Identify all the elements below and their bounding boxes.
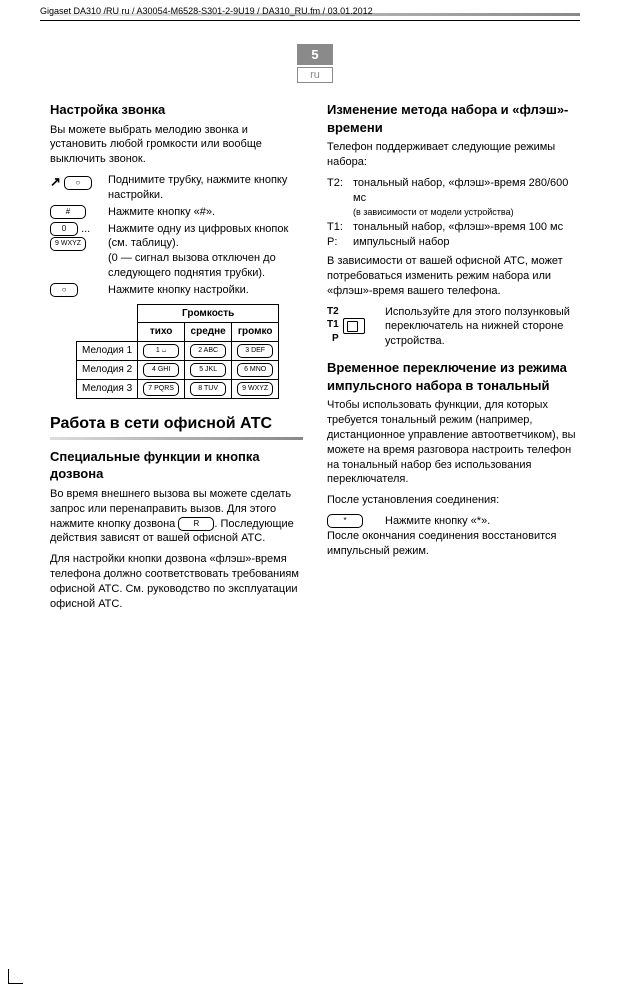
heading-special: Специальные функции и кнопка дозвона — [50, 448, 303, 483]
temp-p3: После окончания соединения восстановится… — [327, 529, 580, 559]
dial-intro: Телефон поддерживает следующие режимы на… — [327, 140, 580, 170]
dial-p2: В зависимости от вашей офисной АТС, може… — [327, 254, 580, 299]
ringer-steps: ↗ ○ Поднимите трубку, нажмите кнопку нас… — [50, 173, 303, 298]
key-0: 0 — [50, 222, 78, 236]
step3-text: Нажмите одну из цифровых кнопок (см. таб… — [108, 222, 303, 281]
volume-table: Громкость тихо средне громко Мелодия 1 1… — [76, 304, 279, 399]
vol-title: Громкость — [138, 304, 279, 323]
vol-col-0: тихо — [138, 323, 185, 342]
vol-key-6: 6 MNO — [237, 363, 273, 377]
mode-t1-key: T1: — [327, 220, 353, 235]
vol-row-2-label: Мелодия 3 — [77, 380, 138, 399]
vol-row-0-label: Мелодия 1 — [77, 341, 138, 360]
section-rule — [50, 437, 303, 440]
handset-icon: ↗ — [50, 174, 61, 189]
dial-modes: T2: тональный набор, «флэш»-время 280/60… — [327, 176, 580, 250]
mode-p-key: P: — [327, 235, 353, 250]
star-key: * — [327, 514, 363, 528]
step1-icons: ↗ ○ — [50, 173, 108, 203]
special-p2: Для настройки кнопки дозвона «флэш»-врем… — [50, 552, 303, 611]
vol-key-1: 1 ⏘ — [143, 344, 179, 358]
vol-key-2: 2 ABC — [190, 344, 226, 358]
vol-key-7: 7 PQRS — [143, 382, 179, 396]
ellipsis: ... — [81, 223, 90, 235]
vol-key-4: 4 GHI — [143, 363, 179, 377]
vol-key-5: 5 JKL — [190, 363, 226, 377]
mode-t2-sub: (в зависимости от модели устройства) — [353, 207, 514, 217]
step4-text: Нажмите кнопку настройки. — [108, 283, 303, 298]
temp-step: * Нажмите кнопку «*». — [327, 514, 580, 529]
step3-icons: 0 ... 9 WXYZ — [50, 222, 108, 281]
vol-key-8: 8 TUV — [190, 382, 226, 396]
vol-row-1-label: Мелодия 2 — [77, 360, 138, 379]
step2-text: Нажмите кнопку «#». — [108, 205, 303, 220]
temp-step-text: Нажмите кнопку «*». — [385, 514, 580, 529]
crop-mark-icon — [8, 969, 23, 984]
heading-pbx: Работа в сети офисной АТС — [50, 413, 303, 435]
mode-t2-key: T2: — [327, 176, 353, 221]
heading-temp: Временное переключение из режима импульс… — [327, 359, 580, 394]
step1-text: Поднимите трубку, нажмите кнопку настрой… — [108, 173, 303, 203]
vol-key-3: 3 DEF — [237, 344, 273, 358]
mode-t2-val: тональный набор, «флэш»-время 280/600 мс — [353, 177, 568, 204]
r-key: R — [178, 517, 214, 531]
page-number: 5 — [297, 44, 332, 65]
mode-p-val: импульсный набор — [353, 235, 580, 250]
temp-p2: После установления соединения: — [327, 493, 580, 508]
step2-icons: # — [50, 205, 108, 220]
mode-t1-val: тональный набор, «флэш»-время 100 мс — [353, 220, 580, 235]
left-column: Настройка звонка Вы можете выбрать мелод… — [50, 101, 303, 618]
switch-block: T2 T1 P Используйте для этого ползунковы… — [327, 305, 580, 350]
vol-key-9: 9 WXYZ — [237, 382, 273, 396]
key-9: 9 WXYZ — [50, 237, 86, 251]
settings-key-2: ○ — [50, 283, 78, 297]
hash-key: # — [50, 205, 86, 219]
switch-text: Используйте для этого ползунковый перекл… — [385, 305, 580, 350]
heading-ringer: Настройка звонка — [50, 101, 303, 119]
vol-col-1: средне — [185, 323, 232, 342]
special-p1: Во время внешнего вызова вы можете сдела… — [50, 487, 303, 546]
right-column: Изменение метода набора и «флэш»-времени… — [327, 101, 580, 618]
temp-p1: Чтобы использовать функции, для которых … — [327, 398, 580, 487]
heading-dial: Изменение метода набора и «флэш»-времени — [327, 101, 580, 136]
ringer-intro: Вы можете выбрать мелодию звонка и устан… — [50, 123, 303, 168]
slider-switch-icon — [343, 318, 365, 334]
switch-label-p: P — [327, 332, 339, 346]
switch-label-t1: T1 — [327, 318, 339, 332]
switch-label-t2: T2 — [327, 305, 339, 319]
locale-tag: ru — [297, 67, 333, 83]
settings-key: ○ — [64, 176, 92, 190]
vol-col-2: громко — [232, 323, 279, 342]
step4-icons: ○ — [50, 283, 108, 298]
doc-path: Gigaset DA310 /RU ru / A30054-M6528-S301… — [40, 0, 580, 21]
